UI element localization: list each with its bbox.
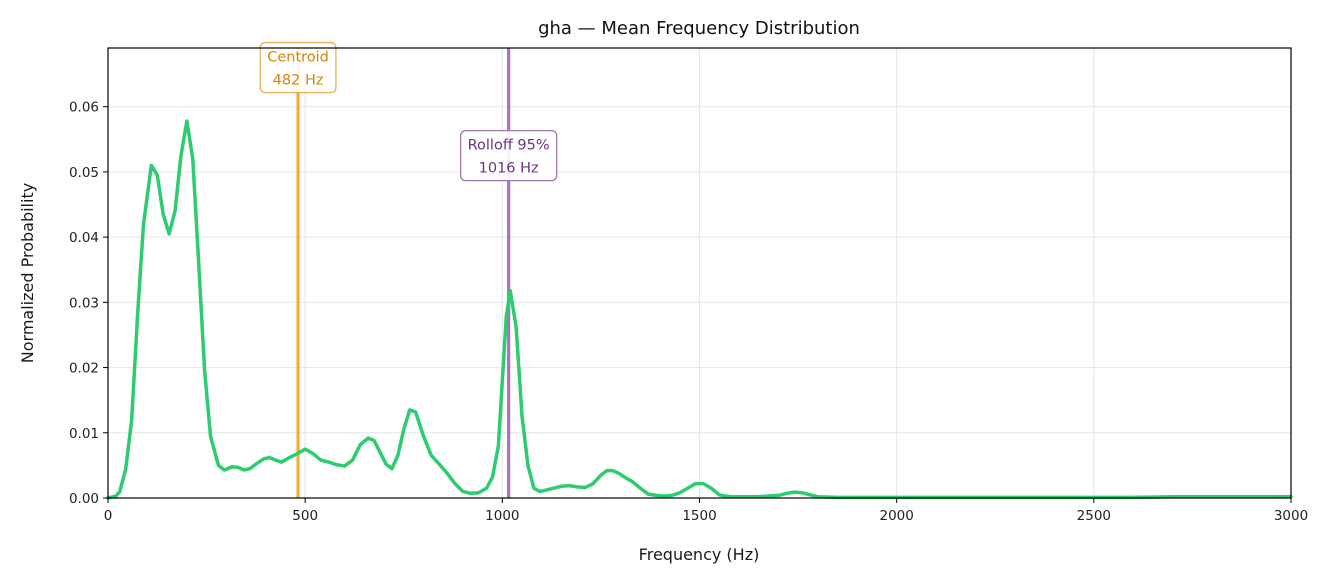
y-tick-label: 0.00: [69, 491, 99, 507]
x-tick-label: 2500: [1077, 508, 1111, 524]
y-axis-label: Normalized Probability: [18, 183, 37, 363]
x-axis-label: Frequency (Hz): [639, 545, 760, 564]
marker-label-box: [259, 41, 337, 94]
series-layer: [106, 119, 1293, 500]
series-line-0: [106, 119, 1293, 500]
x-tick-label: 2000: [879, 508, 913, 524]
y-tick-label: 0.06: [69, 100, 99, 116]
marker-annotation-0: Centroid 482 Hz: [259, 41, 337, 94]
marker-annotation-1: Rolloff 95% 1016 Hz: [459, 129, 558, 182]
x-tick-label: 1000: [485, 508, 519, 524]
x-tick-label: 1500: [682, 508, 716, 524]
annotation-layer: Centroid 482 Hz Rolloff 95% 1016 Hz: [259, 41, 558, 182]
y-tick-label: 0.01: [69, 426, 99, 442]
marker-label-box: [459, 129, 558, 182]
x-tick-label: 0: [104, 508, 113, 524]
y-tick-label: 0.03: [69, 295, 99, 311]
y-tick-label: 0.05: [69, 165, 99, 181]
marker-layer: [296, 48, 511, 498]
x-tick-label: 500: [292, 508, 318, 524]
chart-title: gha — Mean Frequency Distribution: [538, 18, 860, 39]
marker-label-value: 482 Hz: [273, 73, 324, 89]
x-tick-label: 3000: [1274, 508, 1308, 524]
marker-label-title: Centroid: [267, 50, 329, 66]
marker-label-value: 1016 Hz: [479, 161, 539, 177]
y-tick-label: 0.04: [69, 230, 99, 246]
marker-label-title: Rolloff 95%: [468, 138, 550, 154]
tick-layer: 0 500 1000 1500 2000 2500 3000 0.00 0.01 0.02 0.03…: [69, 100, 1308, 524]
y-tick-label: 0.02: [69, 361, 99, 377]
